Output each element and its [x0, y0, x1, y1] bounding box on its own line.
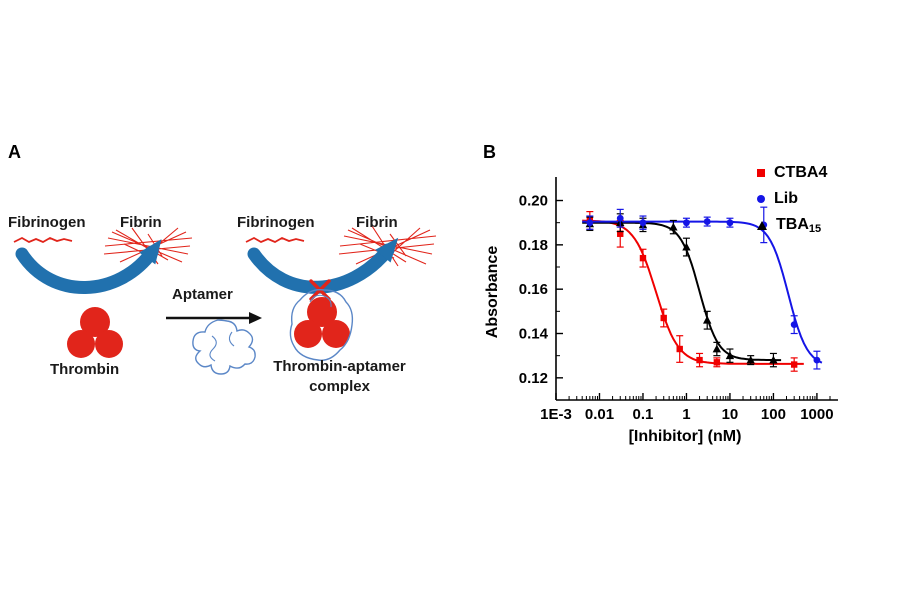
legend-label: TBA [776, 216, 809, 233]
dose-response-chart: 0.20 0.18 0.16 0.14 0.12 1E-3 0.01 0.1 1 10 100 100… [519, 177, 838, 423]
x-tick-label: 0.1 [633, 406, 654, 423]
fibrin-label-right: Fibrin [356, 214, 398, 231]
panel-b-label: B [483, 142, 496, 162]
fit-curve-Lib [582, 220, 823, 364]
y-tick-label: 0.16 [519, 281, 548, 298]
data-point-CTBA4 [617, 230, 624, 237]
fibrinogen-molecule-right [245, 236, 305, 244]
data-point-Lib [616, 214, 624, 222]
fit-curve-TBA15 [582, 221, 782, 362]
data-point-CTBA4 [676, 345, 683, 353]
square-marker-icon [757, 169, 765, 177]
panel-a-label: A [8, 142, 21, 162]
data-point-Lib [703, 218, 711, 225]
x-axis-label: [Inhibitor] (nM) [628, 428, 742, 445]
x-tick-label: 100 [761, 406, 786, 423]
data-point-Lib [726, 219, 734, 227]
data-point-TBA15 [669, 222, 678, 231]
conversion-arrow-left [15, 239, 162, 294]
x-tick-label: 1E-3 [540, 406, 572, 423]
chart-legend: CTBA4 Lib TBA 15 [757, 160, 827, 238]
data-point-CTBA4 [713, 359, 721, 366]
x-tick-label: 0.01 [585, 406, 614, 423]
fibrinogen-molecule-left [13, 236, 73, 244]
fibrin-label-left: Fibrin [120, 214, 162, 231]
thrombin-molecule [67, 307, 123, 358]
data-point-CTBA4 [639, 254, 647, 262]
y-tick-label: 0.18 [519, 237, 548, 254]
aptamer-structure-detail [209, 331, 235, 362]
y-tick-label: 0.20 [519, 193, 548, 210]
data-point-CTBA4 [660, 314, 667, 322]
data-point-Lib [683, 219, 690, 227]
data-point-CTBA4 [790, 361, 798, 368]
legend-label: Lib [774, 190, 798, 207]
x-tick-label: 1 [682, 406, 690, 423]
y-tick-label: 0.14 [519, 326, 549, 343]
data-point-TBA15 [703, 315, 712, 324]
y-tick-label: 0.12 [519, 370, 548, 387]
complex-label-line1: Thrombin-aptamer [273, 358, 406, 375]
triangle-marker-icon [757, 220, 767, 230]
aptamer-label: Aptamer [172, 286, 233, 303]
data-point-Lib [639, 219, 647, 227]
legend-item-tba15: TBA 15 [757, 212, 827, 238]
legend-item-ctba4: CTBA4 [757, 160, 827, 186]
x-tick-label: 1000 [800, 406, 833, 423]
x-tick-label: 10 [722, 406, 739, 423]
data-point-TBA15 [725, 351, 735, 360]
data-point-CTBA4 [696, 356, 703, 364]
thrombin-aptamer-complex [289, 289, 354, 361]
fibrinogen-label-left: Fibrinogen [8, 214, 86, 231]
circle-marker-icon [757, 195, 765, 203]
data-point-TBA15 [682, 242, 691, 251]
data-point-Lib [790, 321, 798, 329]
data-point-TBA15 [746, 355, 755, 364]
legend-item-lib: Lib [757, 186, 827, 212]
thrombin-label: Thrombin [50, 361, 120, 378]
aptamer-wrap-detail [309, 294, 332, 308]
data-point-TBA15 [769, 355, 778, 364]
data-point-Lib [586, 219, 594, 227]
fibrinogen-label-right: Fibrinogen [237, 214, 315, 231]
aptamer-wrap [289, 289, 354, 361]
data-point-Lib [813, 356, 821, 364]
panel-a-illustration [13, 225, 437, 375]
aptamer-structure [192, 319, 256, 375]
data-point-TBA15 [712, 344, 722, 353]
conversion-arrow-right-blocked [247, 237, 399, 294]
legend-label: CTBA4 [774, 164, 828, 181]
y-axis-label: Absorbance [484, 245, 501, 339]
legend-label-sub: 15 [808, 223, 822, 235]
complex-label-line2: complex [309, 378, 370, 395]
